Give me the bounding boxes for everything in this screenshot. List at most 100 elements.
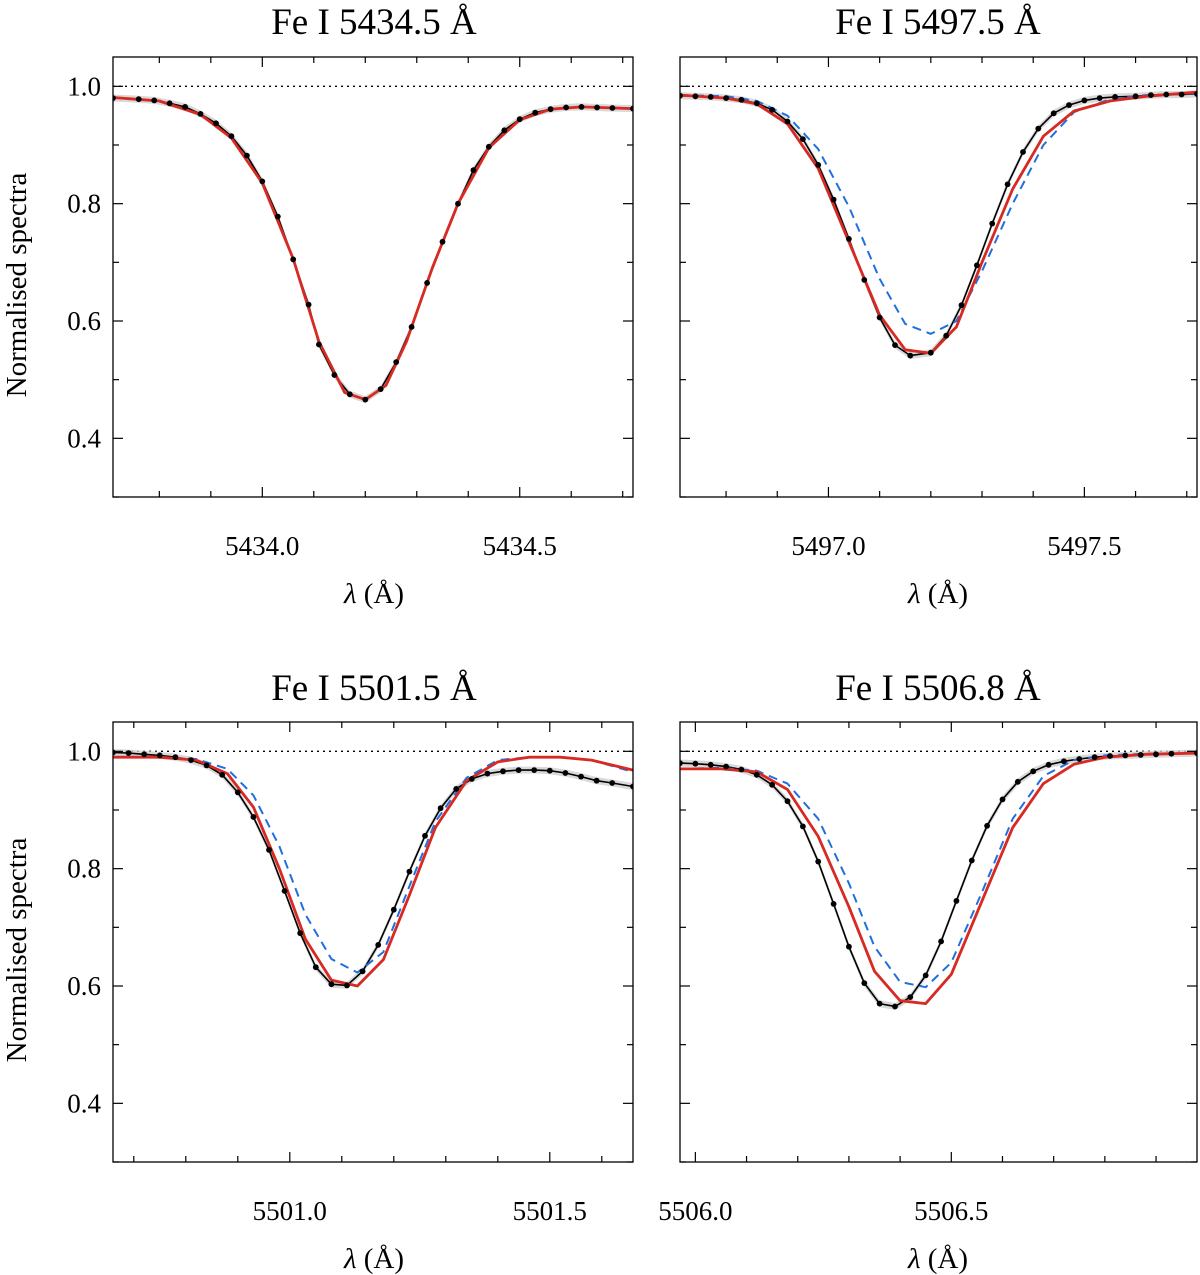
- observed-point: [630, 105, 633, 112]
- observed-point: [331, 372, 338, 378]
- x-axis-label: λ (Å): [907, 578, 968, 610]
- observed-point: [876, 1000, 883, 1007]
- observed-point: [1045, 761, 1052, 768]
- observed-point: [1030, 768, 1037, 775]
- panel-fe-5434: Fe I 5434.5 Å 0.4 0.6 0.8 1.0 5434.0 5434.5 λ…: [67, 2, 634, 610]
- observed-point: [141, 751, 148, 758]
- observed-point: [723, 763, 729, 770]
- observed-point: [707, 761, 714, 768]
- observed-point: [892, 342, 898, 348]
- observed-point: [815, 162, 822, 168]
- observed-point: [907, 994, 914, 1000]
- panel-title: Fe I 5497.5 Å: [835, 2, 1041, 43]
- observed-point: [753, 771, 760, 778]
- observed-point: [135, 96, 142, 103]
- observed-point: [861, 980, 868, 986]
- observed-point: [784, 798, 791, 805]
- x-axis-label-unit: (Å): [921, 1243, 969, 1275]
- observed-point: [1014, 778, 1021, 785]
- observed-point: [515, 767, 522, 773]
- observed-point: [484, 770, 491, 777]
- observed-point: [1163, 91, 1170, 98]
- observed-point: [406, 868, 413, 875]
- observed-point: [769, 106, 775, 113]
- x-axis-label-symbol: λ: [907, 1243, 921, 1275]
- observed-point: [1107, 753, 1113, 759]
- observed-point: [861, 277, 868, 283]
- observed-point: [800, 136, 806, 143]
- observed-point: [1066, 102, 1072, 108]
- y-tick-label: 0.4: [67, 1088, 101, 1118]
- observed-point: [344, 982, 350, 989]
- observed-point: [546, 767, 553, 774]
- observed-point: [328, 981, 335, 988]
- y-axis-label-bottom: Normalised spectra: [1, 838, 33, 1063]
- observed-point: [547, 106, 554, 113]
- observed-point: [244, 152, 250, 159]
- observed-point: [1112, 94, 1118, 100]
- observed-point: [784, 118, 791, 125]
- observed-point: [1148, 92, 1154, 98]
- observed-point: [346, 391, 353, 398]
- observed-point: [953, 898, 960, 904]
- y-tick-label: 0.6: [67, 971, 101, 1001]
- panel-title: Fe I 5434.5 Å: [271, 2, 477, 43]
- observed-point: [125, 750, 132, 756]
- observed-point: [439, 238, 446, 245]
- observed-point: [203, 762, 210, 769]
- observed-point: [281, 888, 288, 894]
- observed-point: [1096, 95, 1103, 101]
- observed-point: [422, 832, 428, 839]
- x-axis-label-unit: (Å): [357, 1243, 405, 1275]
- x-axis-label-unit: (Å): [921, 578, 969, 610]
- observed-point: [182, 104, 189, 110]
- x-tick-label: 5497.5: [1047, 531, 1121, 561]
- y-tick-label: 0.8: [67, 854, 101, 884]
- observed-point: [907, 352, 914, 359]
- observed-point: [531, 767, 538, 773]
- series-layer: [680, 749, 1197, 1011]
- observed-point: [228, 133, 235, 140]
- y-tick-label: 1.0: [67, 71, 101, 101]
- observed-point: [1004, 181, 1011, 188]
- observed-point: [156, 752, 163, 759]
- x-tick-label: 5497.0: [791, 531, 865, 561]
- x-axis-label-unit: (Å): [357, 578, 405, 610]
- observed-point: [876, 314, 883, 321]
- series-layer: [113, 749, 633, 989]
- y-tick-label: 0.4: [67, 423, 101, 453]
- panel-fe-5497: Fe I 5497.5 Å 5497.0 5497.5 λ (Å): [679, 2, 1198, 610]
- observed-point: [680, 92, 683, 99]
- observed-point: [630, 783, 633, 790]
- observed-point: [362, 396, 369, 403]
- observed-point: [968, 857, 975, 864]
- observed-point: [297, 930, 304, 937]
- observed-point: [723, 95, 729, 101]
- observed-point: [738, 766, 745, 773]
- plot-frame: [679, 721, 1198, 1163]
- x-axis-label-symbol: λ: [343, 1243, 357, 1275]
- observed-point: [1194, 91, 1197, 97]
- fit-line: [680, 751, 1197, 1005]
- observed-point: [958, 302, 965, 309]
- observed-point: [290, 256, 297, 263]
- observed-point: [927, 349, 934, 356]
- series-layer: [113, 94, 633, 404]
- observed-point: [375, 942, 382, 948]
- observed-point: [563, 104, 569, 111]
- x-axis-label: λ (Å): [907, 1243, 968, 1275]
- plot-frame: [679, 56, 1198, 498]
- x-tick-label: 5434.5: [483, 531, 557, 561]
- observed-point: [578, 773, 584, 780]
- observed-point: [1020, 149, 1026, 155]
- observed-point: [609, 780, 616, 786]
- observed-point: [1132, 93, 1139, 100]
- observed-point: [408, 324, 415, 330]
- plot-area: 5506.0 5506.5: [658, 721, 1198, 1226]
- observed-point: [393, 359, 400, 365]
- observed-point: [1091, 754, 1098, 761]
- x-axis-label-symbol: λ: [343, 578, 357, 610]
- observed-point: [424, 280, 430, 286]
